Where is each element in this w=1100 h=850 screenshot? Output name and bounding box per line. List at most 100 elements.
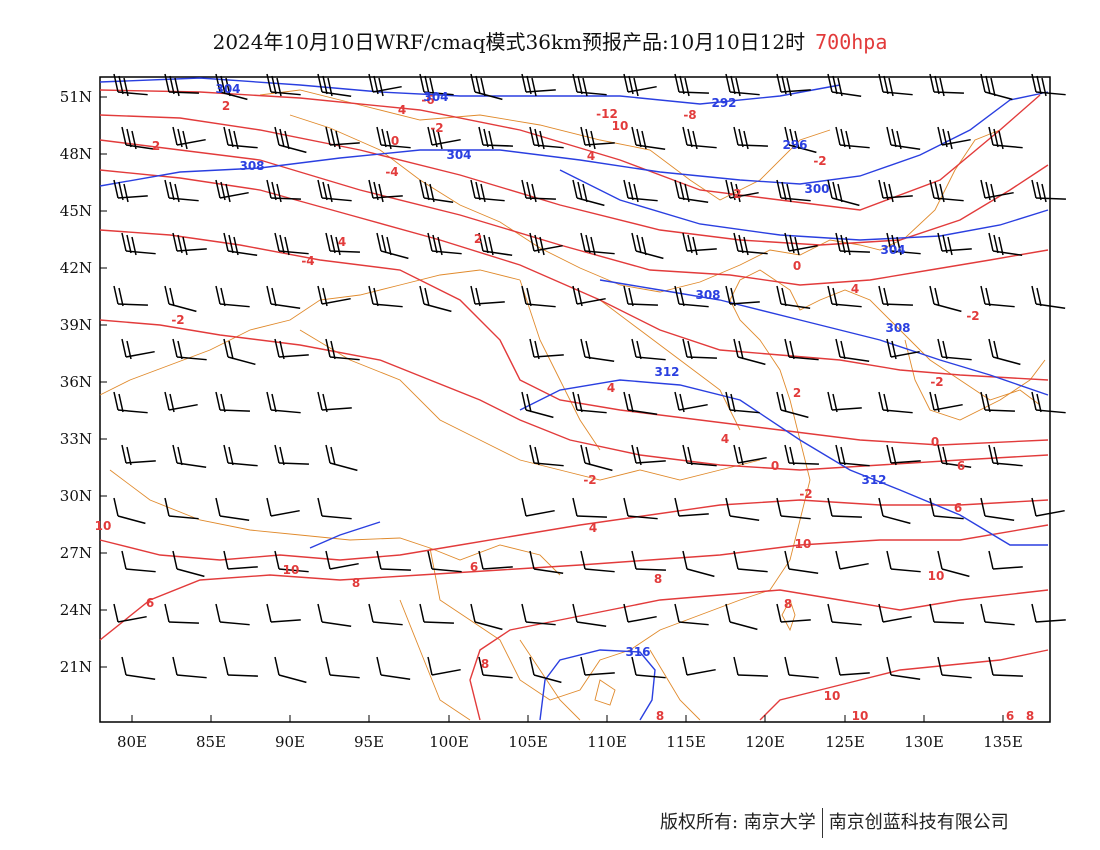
height-label: 304 [880,243,905,257]
wind-barb [725,497,760,522]
lon-label: 120E [745,733,785,751]
wind-barb [419,603,454,624]
wind-barb [1031,497,1065,517]
wind-barb [266,179,301,203]
wind-barb [529,126,564,150]
wind-barb [172,126,206,150]
wind-barb [580,338,615,363]
wind-barb [427,550,462,573]
temperature-contours [99,89,1049,721]
wind-barb [470,73,503,101]
wind-barb [929,179,964,203]
wind-barb [776,391,809,419]
wind-barb [121,126,156,151]
wind-barb [835,126,870,150]
wind-barb [937,338,972,361]
temperature-label: -2 [966,309,979,323]
wind-barb [980,603,1015,626]
lon-label: 110E [587,733,627,751]
wind-barb [988,338,1021,366]
temperature-label: 6 [470,560,478,574]
wind-barb [427,232,462,256]
wind-barb [215,179,249,203]
korea-japan [904,339,1046,421]
wind-barb [835,338,870,363]
lat-label: 48N [60,145,92,163]
wind-barb [172,444,207,469]
wind-barb [776,497,811,520]
wind-barb [937,232,972,256]
wind-barb [223,656,258,677]
temperature-label: -2 [930,375,943,389]
wind-barb [419,285,452,313]
wind-barb [631,656,666,679]
wind-barb [470,179,505,203]
china-border [289,114,1001,293]
wind-barb [419,73,454,97]
wind-barb [317,179,352,203]
wind-barb [478,656,513,679]
wind-barb [317,603,352,628]
wind-barb [733,338,766,366]
temperature-label: 6 [954,501,962,515]
latitude-axis: 51N 48N 45N 42N 39N 36N 33N 30N 27N 24N 21N [60,88,107,676]
wind-barb [164,391,198,413]
wind-barb [980,391,1015,413]
lat-label: 42N [60,259,92,277]
wind-barb [478,126,513,150]
wind-barb [988,232,1023,257]
temperature-label: 4 [721,432,729,446]
wind-barb [223,232,258,257]
wind-barb [1031,179,1066,203]
temperature-label: 6 [957,459,965,473]
temperature-label: 0 [931,435,939,449]
temperature-label: 8 [352,576,360,590]
temperature-label: 4 [589,521,597,535]
wind-barb [164,497,199,520]
wind-barb [1031,73,1066,97]
wind-barb [623,179,658,203]
wind-barb [776,73,811,97]
temperature-label: 8 [784,597,792,611]
wind-barb [325,338,360,361]
wind-barb [980,497,1015,522]
wind-barb [878,497,911,525]
wind-barb [317,285,351,307]
lon-label: 115E [666,733,706,751]
wind-barb [827,603,862,626]
wind-barb [529,338,564,360]
wind-barb [827,497,862,518]
height-label: 312 [861,473,886,487]
wind-barb [521,391,554,419]
temperature-label: 4 [398,103,406,117]
wind-barb [419,179,454,204]
wind-barb [937,126,971,150]
wind-barb [215,497,250,522]
wind-barb [521,73,556,97]
wind-barb [529,656,562,684]
wind-barb [988,656,1023,677]
wind-barb [521,603,556,626]
temperature-label: -4 [385,165,398,179]
temperature-label: -2 [583,473,596,487]
lon-label: 125E [825,733,865,751]
wind-barb [368,603,403,626]
wind-barb [478,232,513,257]
height-label: 296 [782,138,807,152]
wind-barb [878,285,913,307]
copyright-text: 版权所有: 南京大学 [660,812,816,833]
wind-barb [223,550,258,570]
height-label: 308 [885,321,910,335]
temperature-label: 10 [95,519,112,533]
wind-barb [623,497,658,520]
wind-barb [580,126,615,150]
wind-barb [274,656,307,684]
wind-barb [980,179,1014,203]
wind-barb [835,232,870,256]
wind-barb [427,126,461,150]
wind-barb [682,338,717,360]
temperature-label: 2 [222,99,230,113]
wind-barb [674,179,709,204]
temperature-label: 10 [283,563,300,577]
